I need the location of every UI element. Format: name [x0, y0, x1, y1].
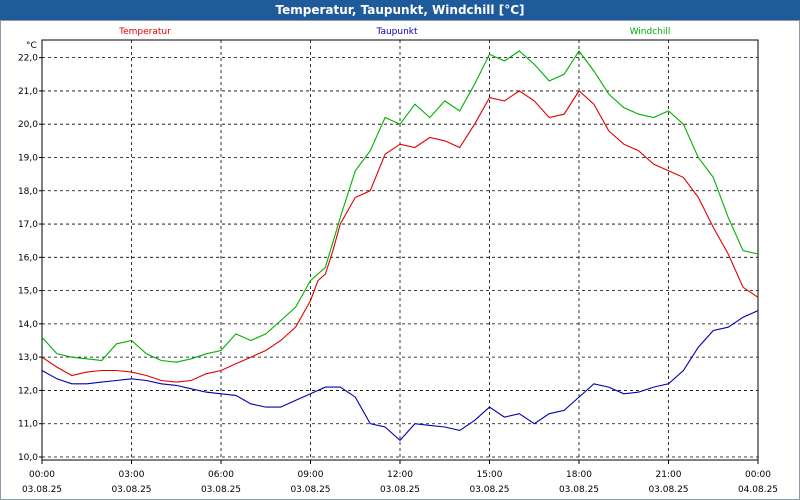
x-tick-time: 09:00: [298, 470, 324, 480]
x-tick-time: 03:00: [119, 470, 145, 480]
y-tick-label: 21,0: [18, 87, 38, 97]
x-tick-time: 00:00: [29, 470, 55, 480]
series-line-windchill: [41, 50, 759, 363]
x-tick-time: 12:00: [387, 470, 413, 480]
y-tick-label: 12,0: [18, 386, 38, 396]
y-tick-label: 15,0: [18, 287, 38, 297]
x-tick-date: 04.08.25: [738, 485, 778, 495]
series-line-temperatur: [41, 90, 759, 383]
y-tick-label: 20,0: [18, 120, 38, 130]
y-tick-label: 13,0: [18, 353, 38, 363]
x-tick-time: 00:00: [745, 470, 771, 480]
series-lines: [41, 50, 759, 442]
x-tick-time: 06:00: [208, 470, 234, 480]
x-tick-date: 03.08.25: [22, 485, 62, 495]
x-tick-date: 03.08.25: [380, 485, 420, 495]
legend: Temperatur Taupunkt Windchill: [118, 27, 670, 37]
x-tick-date: 03.08.25: [469, 485, 509, 495]
y-tick-label: 19,0: [18, 153, 38, 163]
legend-windchill: Windchill: [630, 27, 671, 37]
x-tick-date: 03.08.25: [290, 485, 330, 495]
y-tick-label: 22,0: [18, 54, 38, 64]
y-tick-label: 11,0: [18, 420, 38, 430]
x-tick-date: 03.08.25: [648, 485, 688, 495]
y-tick-label: 17,0: [18, 220, 38, 230]
x-tick-time: 21:00: [656, 470, 682, 480]
y-tick-label: 14,0: [18, 320, 38, 330]
y-tick-label: 10,0: [18, 453, 38, 463]
x-tick-time: 18:00: [566, 470, 592, 480]
y-tick-label: 16,0: [18, 253, 38, 263]
x-axis-ticks: 00:00 03.08.25 03:00 03.08.25 06:00 03.08.25 0…: [22, 460, 778, 495]
legend-taupunkt: Taupunkt: [375, 27, 418, 37]
y-axis-ticks: 10,0 11,0 12,0 13,0 14,0 15,0 16,0 17,0 18,0 19,0…: [18, 54, 42, 463]
window-title: Temperatur, Taupunkt, Windchill [°C]: [0, 0, 800, 20]
x-tick-time: 15:00: [477, 470, 503, 480]
grid: [42, 40, 758, 460]
x-tick-date: 03.08.25: [559, 485, 599, 495]
y-axis-label: °C: [26, 41, 37, 51]
x-tick-date: 03.08.25: [111, 485, 151, 495]
y-tick-label: 18,0: [18, 187, 38, 197]
x-tick-date: 03.08.25: [201, 485, 241, 495]
series-line-taupunkt: [41, 310, 759, 442]
legend-temperatur: Temperatur: [118, 27, 171, 37]
